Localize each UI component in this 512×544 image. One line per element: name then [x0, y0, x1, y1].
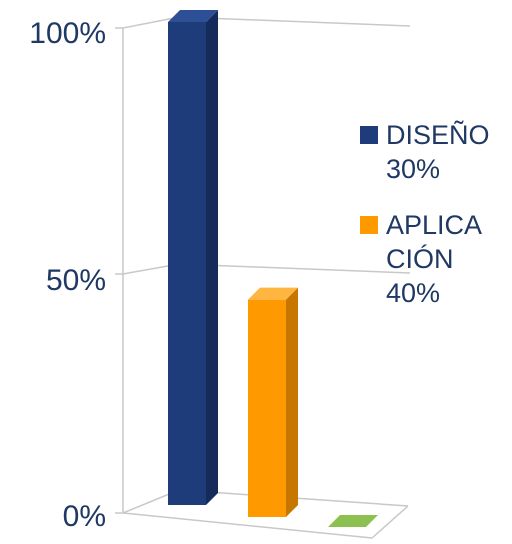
- legend-label: APLICA CIÓN 40%: [386, 208, 482, 310]
- chart-bars: [168, 10, 378, 527]
- y-tick-label: 0%: [63, 500, 106, 533]
- y-tick-label: 100%: [29, 17, 106, 50]
- legend-label: DISEÑO 30%: [386, 118, 490, 186]
- legend-label-line: 30%: [386, 154, 441, 184]
- legend-swatch: [360, 216, 378, 234]
- bar-front: [248, 299, 286, 517]
- legend-label-line: 40%: [386, 278, 441, 308]
- bar-side: [206, 10, 218, 505]
- bar-top: [248, 287, 298, 300]
- bar: [328, 515, 378, 527]
- floor-edge: [122, 512, 373, 539]
- legend: DISEÑO 30% APLICA CIÓN 40%: [360, 118, 510, 332]
- bar-top: [168, 10, 218, 22]
- bar-top: [328, 515, 378, 527]
- bar: [248, 287, 298, 517]
- legend-label-line: DISEÑO: [386, 120, 490, 150]
- legend-label-line: APLICA: [386, 210, 483, 240]
- gridline: [122, 16, 180, 29]
- legend-swatch: [360, 126, 378, 144]
- floor-edge: [371, 505, 409, 539]
- legend-entry-aplicacion: APLICA CIÓN 40%: [360, 208, 510, 310]
- bar: [168, 10, 218, 505]
- legend-entry-diseno: DISEÑO 30%: [360, 118, 510, 186]
- y-axis-ticks: 100% 50% 0%: [29, 17, 106, 533]
- bar-side: [286, 287, 298, 517]
- legend-label-line: CIÓN: [386, 244, 454, 274]
- y-tick-label: 50%: [46, 264, 106, 297]
- bar-front: [168, 22, 206, 505]
